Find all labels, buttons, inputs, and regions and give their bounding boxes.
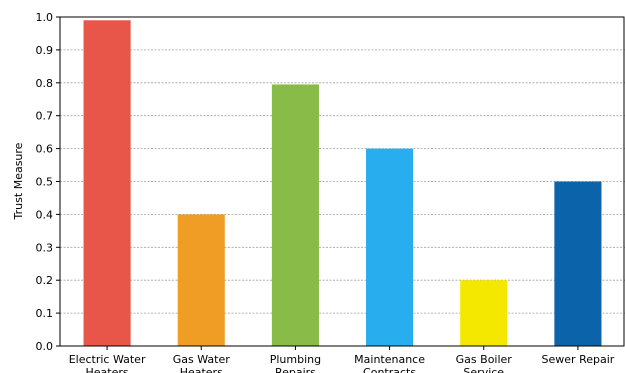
bar (177, 214, 225, 346)
y-tick-label: 0.2 (36, 274, 54, 287)
y-axis-ticks: 0.0 0.1 0.2 0.3 0.4 0.5 0.6 0.7 0.8 0.9 1.0 (36, 11, 60, 353)
y-tick-label: 0.3 (36, 241, 54, 254)
y-tick-label: 0.4 (36, 208, 54, 221)
y-tick-label: 0.1 (36, 307, 54, 320)
x-tick-label: Plumbing Repairs (270, 353, 321, 373)
y-axis-label: Trust Measure (12, 142, 25, 220)
grid-layer (60, 49, 625, 314)
y-tick-label: 0.6 (36, 143, 54, 156)
y-tick-label: 0.7 (36, 110, 54, 123)
y-tick-label: 0.8 (36, 77, 54, 90)
bar (271, 84, 319, 346)
x-tick-label: Sewer Repair (542, 353, 615, 366)
bar (460, 280, 508, 346)
y-tick-label: 0.0 (36, 340, 54, 353)
y-tick-label: 0.9 (36, 44, 54, 57)
bars-layer (83, 20, 602, 346)
x-axis-ticks: Electric Water Heaters Gas Water Heaters Plu… (69, 346, 615, 373)
x-tick-label: Gas Water Heaters (173, 353, 230, 373)
y-tick-label: 1.0 (36, 11, 54, 24)
y-tick-label: 0.5 (36, 176, 54, 189)
x-tick-label: Maintenance Contracts (354, 353, 425, 373)
x-tick-label: Gas Boiler Service (456, 353, 513, 373)
bar (366, 148, 414, 346)
x-tick-label: Electric Water Heaters (69, 353, 146, 373)
bar (83, 20, 131, 346)
bar (554, 181, 602, 346)
